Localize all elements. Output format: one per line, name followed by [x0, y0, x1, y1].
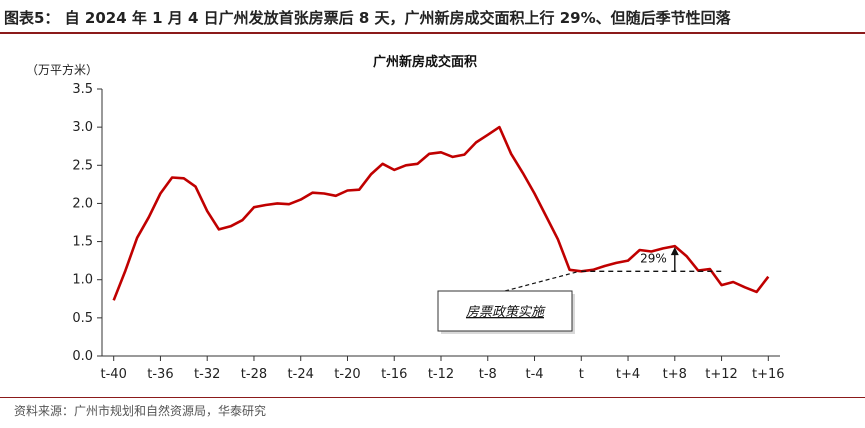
increase-label: 29% — [640, 252, 667, 266]
y-tick-label: 0.0 — [72, 349, 93, 364]
y-tick-label: 3.0 — [72, 120, 93, 135]
x-axis: t-40 t-36 t-32 t-28 t-24 t-20 t-16 t-12 t-8 t-4 t t… — [101, 355, 785, 382]
policy-label: 房票政策实施 — [466, 304, 546, 320]
policy-box — [437, 290, 573, 332]
y-axis: 0.0 0.5 1.0 1.5 2.0 2.5 3.0 3.5 — [72, 82, 103, 364]
x-tick-label: t-8 — [479, 367, 497, 382]
x-tick-label: t-36 — [147, 367, 173, 382]
chart-title: 广州新房成交面积 — [373, 54, 477, 70]
y-tick-label: 1.5 — [72, 235, 93, 250]
x-tick-label: t+12 — [705, 367, 738, 382]
x-tick-label: t-16 — [381, 367, 407, 382]
x-tick-label: t-20 — [334, 367, 360, 382]
y-tick-label: 2.5 — [72, 158, 93, 173]
y-tick-label: 1.0 — [72, 273, 93, 288]
x-tick-label: t-12 — [428, 367, 454, 382]
title-divider — [0, 32, 865, 34]
x-tick-label: t+4 — [616, 367, 640, 382]
x-tick-label: t-40 — [101, 367, 127, 382]
x-tick-label: t-32 — [194, 367, 220, 382]
source-divider — [0, 397, 865, 398]
x-tick-label: t+8 — [663, 367, 687, 382]
source-note: 资料来源：广州市规划和自然资源局，华泰研究 — [14, 404, 267, 418]
y-tick-label: 0.5 — [72, 311, 93, 326]
increase-arrow-head — [670, 247, 679, 256]
line-chart: 广州新房成交面积 （万平方米） 0.0 0.5 1.0 1.5 2.0 2.5 3.0 3.5… — [26, 54, 785, 382]
y-tick-label: 3.5 — [72, 82, 93, 97]
x-tick-label: t-28 — [241, 367, 267, 382]
figure-title: 图表5： 自 2024 年 1 月 4 日广州发放首张房票后 8 天，广州新房成… — [4, 9, 731, 27]
x-tick-label: t-24 — [288, 367, 314, 382]
y-axis-unit: （万平方米） — [26, 62, 98, 77]
series-line — [112, 125, 770, 301]
policy-connector — [504, 270, 580, 292]
annotation-layer: 29% 房票政策实施 — [437, 247, 722, 334]
x-tick-label: t+16 — [752, 367, 785, 382]
series-layer — [112, 125, 770, 301]
y-tick-label: 2.0 — [72, 196, 93, 211]
x-tick-label: t-4 — [525, 367, 543, 382]
x-tick-label: t — [579, 367, 584, 382]
